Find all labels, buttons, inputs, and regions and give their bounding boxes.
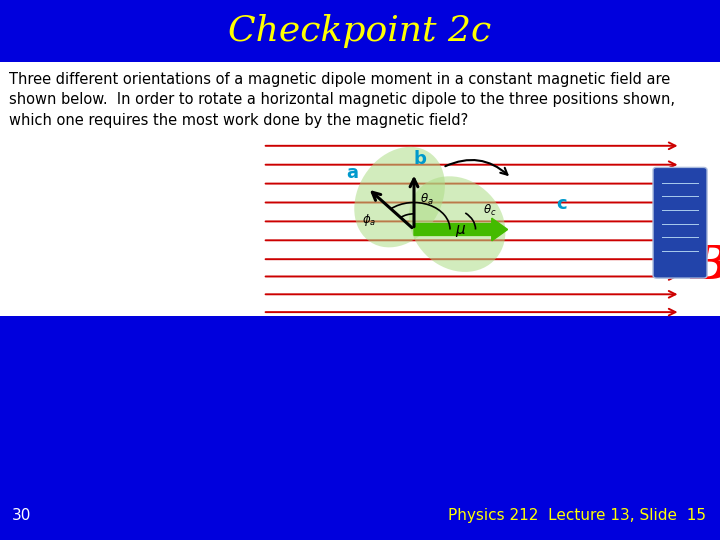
Text: Checkpoint 2c: Checkpoint 2c [228, 14, 492, 48]
Ellipse shape [354, 147, 445, 247]
Text: Physics 212  Lecture 13, Slide  15: Physics 212 Lecture 13, Slide 15 [448, 508, 706, 523]
Ellipse shape [409, 176, 505, 272]
Text: shown below.  In order to rotate a horizontal magnetic dipole to the three posit: shown below. In order to rotate a horizo… [9, 92, 675, 107]
Text: B: B [690, 242, 720, 289]
Bar [0, 0, 720, 316]
FancyBboxPatch shape [653, 167, 707, 278]
Text: $\theta_a$: $\theta_a$ [420, 192, 433, 207]
Text: $\phi_a$: $\phi_a$ [362, 212, 377, 228]
FancyArrow shape [414, 218, 508, 241]
Text: 30: 30 [12, 508, 31, 523]
Text: $\mu$: $\mu$ [455, 222, 467, 239]
Bar [0, 491, 720, 540]
Text: c: c [557, 194, 567, 213]
Text: Three different orientations of a magnetic dipole moment in a constant magnetic : Three different orientations of a magnet… [9, 72, 670, 87]
Text: b: b [413, 151, 426, 168]
Text: which one requires the most work done by the magnetic field?: which one requires the most work done by… [9, 113, 468, 128]
Text: a: a [346, 164, 358, 181]
Text: $\theta_c$: $\theta_c$ [482, 202, 496, 218]
Bar [0, 0, 720, 62]
